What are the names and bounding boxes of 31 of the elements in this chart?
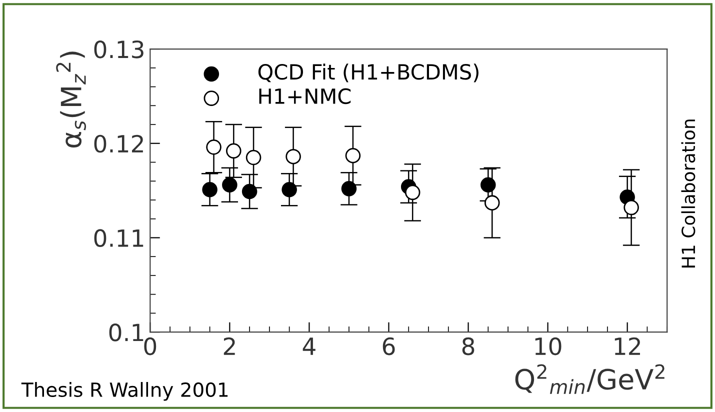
y-tick-label: 0.1 [109,324,144,342]
x-tick-label: 8 [462,337,474,356]
legend-label: H1+NMC [259,88,351,104]
y-tick-label: 0.11 [94,229,144,248]
x-tick-label: 10 [535,337,562,356]
text: Thesis R Wallny 2001 [21,382,228,401]
y-tick-label: 0.12 [94,134,143,153]
point [480,177,496,193]
point [484,195,500,210]
y-tick-label: 0.13 [94,40,144,58]
x-axis-title: Q$^{2}$$_{min}$/GeV$^{2}$ [515,364,664,394]
point [246,150,262,166]
x-tick-label: 12 [614,337,640,355]
x-tick-label: 2 [224,337,235,355]
point [242,184,258,200]
y-axis-title: α$_{s}$(M$_{z}$$^{2}$) [56,52,86,148]
point [341,181,357,196]
text: H1 Collaboration [681,120,696,268]
point [222,177,238,193]
point [206,140,222,155]
legend-label: QCD Fit (H1+BCDMS) [258,64,478,82]
x-tick-label: 0 [144,337,156,356]
x-tick-label: 4 [302,338,316,355]
point [404,184,420,200]
point [226,143,242,159]
point [202,182,218,198]
point [624,200,639,216]
point [286,148,301,164]
point [345,148,361,164]
point [282,182,297,198]
x-tick-label: 6 [382,337,395,356]
